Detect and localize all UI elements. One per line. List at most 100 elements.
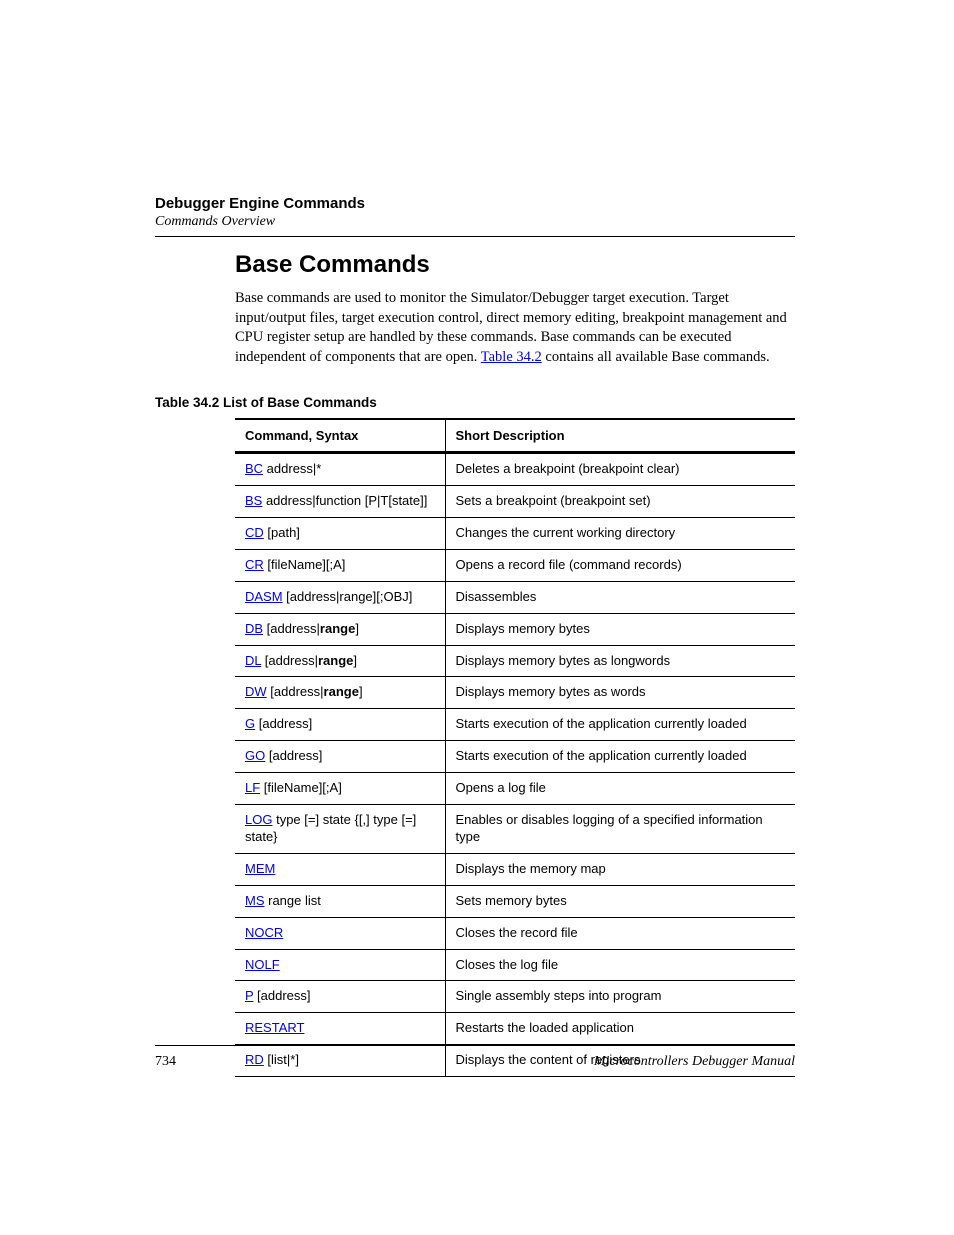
cmd-desc-cell: Opens a log file	[445, 773, 795, 805]
cmd-syntax-rest: [address|	[263, 621, 320, 636]
cmd-desc-cell: Disassembles	[445, 581, 795, 613]
page-content: Debugger Engine Commands Commands Overvi…	[155, 195, 795, 1077]
col-header-syntax: Command, Syntax	[235, 419, 445, 453]
table-row: DASM [address|range][;OBJ]Disassembles	[235, 581, 795, 613]
chapter-title: Debugger Engine Commands	[155, 195, 795, 212]
cmd-link[interactable]: GO	[245, 748, 265, 763]
cmd-syntax-cell: LOG type [=] state {[,] type [=] state}	[235, 805, 445, 854]
cmd-link[interactable]: BC	[245, 461, 263, 476]
commands-table: Command, Syntax Short Description BC add…	[235, 418, 795, 1077]
cmd-desc-cell: Displays memory bytes as words	[445, 677, 795, 709]
cmd-syntax-cell: CR [fileName][;A]	[235, 549, 445, 581]
cmd-link[interactable]: MS	[245, 893, 265, 908]
table-row: MS range listSets memory bytes	[235, 885, 795, 917]
manual-title: Microcontrollers Debugger Manual	[594, 1054, 795, 1070]
cmd-syntax-rest: [fileName][;A]	[260, 780, 342, 795]
cmd-syntax-cell: P [address]	[235, 981, 445, 1013]
cmd-link[interactable]: DB	[245, 621, 263, 636]
cmd-desc-cell: Enables or disables logging of a specifi…	[445, 805, 795, 854]
cmd-syntax-cell: RESTART	[235, 1013, 445, 1045]
cmd-link[interactable]: LOG	[245, 812, 272, 827]
cmd-syntax-cell: GO [address]	[235, 741, 445, 773]
cmd-link[interactable]: DL	[245, 653, 261, 668]
cmd-link[interactable]: BS	[245, 493, 262, 508]
cmd-syntax-cell: BC address|*	[235, 453, 445, 486]
cmd-syntax-rest: [address]	[253, 988, 310, 1003]
cmd-syntax-after: ]	[359, 684, 363, 699]
cmd-syntax-cell: NOCR	[235, 917, 445, 949]
cmd-syntax-bold: range	[318, 653, 353, 668]
table-row: RESTART Restarts the loaded application	[235, 1013, 795, 1045]
cmd-link[interactable]: MEM	[245, 861, 275, 876]
cmd-desc-cell: Restarts the loaded application	[445, 1013, 795, 1045]
table-row: MEM Displays the memory map	[235, 853, 795, 885]
cmd-syntax-cell: DW [address|range]	[235, 677, 445, 709]
cmd-syntax-cell: LF [fileName][;A]	[235, 773, 445, 805]
table-row: NOLF Closes the log file	[235, 949, 795, 981]
cmd-syntax-rest: [address|	[267, 684, 324, 699]
cmd-syntax-cell: NOLF	[235, 949, 445, 981]
table-row: CD [path]Changes the current working dir…	[235, 518, 795, 550]
para-post: contains all available Base commands.	[542, 349, 770, 365]
cmd-link[interactable]: CD	[245, 525, 264, 540]
cmd-syntax-rest: address|*	[263, 461, 321, 476]
table-row: BS address|function [P|T[state]]Sets a b…	[235, 486, 795, 518]
table-row: NOCR Closes the record file	[235, 917, 795, 949]
table-caption: Table 34.2 List of Base Commands	[155, 395, 795, 410]
cmd-syntax-bold: range	[320, 621, 355, 636]
cmd-syntax-rest: [fileName][;A]	[264, 557, 346, 572]
table-row: G [address]Starts execution of the appli…	[235, 709, 795, 741]
cmd-syntax-after: ]	[355, 621, 359, 636]
cmd-desc-cell: Changes the current working directory	[445, 518, 795, 550]
cmd-syntax-rest: address|function [P|T[state]]	[262, 493, 427, 508]
table-row: GO [address]Starts execution of the appl…	[235, 741, 795, 773]
cmd-syntax-cell: G [address]	[235, 709, 445, 741]
cmd-syntax-after: ]	[353, 653, 357, 668]
table-row: CR [fileName][;A]Opens a record file (co…	[235, 549, 795, 581]
cmd-syntax-cell: DASM [address|range][;OBJ]	[235, 581, 445, 613]
cmd-desc-cell: Sets memory bytes	[445, 885, 795, 917]
cmd-syntax-rest: [path]	[264, 525, 300, 540]
cmd-desc-cell: Sets a breakpoint (breakpoint set)	[445, 486, 795, 518]
cmd-link[interactable]: CR	[245, 557, 264, 572]
table-row: DW [address|range]Displays memory bytes …	[235, 677, 795, 709]
cmd-syntax-rest: [address|	[261, 653, 318, 668]
cmd-desc-cell: Opens a record file (command records)	[445, 549, 795, 581]
page-number: 734	[155, 1054, 176, 1070]
cmd-link[interactable]: G	[245, 716, 255, 731]
cmd-syntax-bold: range	[324, 684, 359, 699]
cmd-syntax-cell: CD [path]	[235, 518, 445, 550]
section-heading: Base Commands	[235, 251, 795, 279]
cmd-syntax-cell: BS address|function [P|T[state]]	[235, 486, 445, 518]
cmd-link[interactable]: NOCR	[245, 925, 283, 940]
cmd-link[interactable]: DASM	[245, 589, 283, 604]
cmd-link[interactable]: NOLF	[245, 957, 280, 972]
cmd-desc-cell: Deletes a breakpoint (breakpoint clear)	[445, 453, 795, 486]
cmd-link[interactable]: DW	[245, 684, 267, 699]
cmd-desc-cell: Closes the record file	[445, 917, 795, 949]
table-ref-link[interactable]: Table 34.2	[481, 349, 542, 365]
cmd-desc-cell: Starts execution of the application curr…	[445, 741, 795, 773]
cmd-syntax-rest: [address]	[265, 748, 322, 763]
cmd-desc-cell: Displays the memory map	[445, 853, 795, 885]
cmd-syntax-rest: range list	[265, 893, 321, 908]
cmd-desc-cell: Displays memory bytes as longwords	[445, 645, 795, 677]
cmd-link[interactable]: LF	[245, 780, 260, 795]
intro-paragraph: Base commands are used to monitor the Si…	[235, 289, 795, 367]
cmd-desc-cell: Closes the log file	[445, 949, 795, 981]
page-footer: 734 Microcontrollers Debugger Manual	[155, 1045, 795, 1070]
cmd-syntax-rest: [address]	[255, 716, 312, 731]
cmd-syntax-rest: [address|range][;OBJ]	[283, 589, 413, 604]
col-header-desc: Short Description	[445, 419, 795, 453]
cmd-syntax-cell: MS range list	[235, 885, 445, 917]
table-row: LF [fileName][;A]Opens a log file	[235, 773, 795, 805]
header-rule	[155, 236, 795, 237]
table-header-row: Command, Syntax Short Description	[235, 419, 795, 453]
table-row: DL [address|range]Displays memory bytes …	[235, 645, 795, 677]
cmd-link[interactable]: RESTART	[245, 1020, 304, 1035]
cmd-syntax-cell: DL [address|range]	[235, 645, 445, 677]
section-subtitle: Commands Overview	[155, 214, 795, 230]
cmd-desc-cell: Displays memory bytes	[445, 613, 795, 645]
table-row: DB [address|range] Displays memory bytes	[235, 613, 795, 645]
cmd-desc-cell: Starts execution of the application curr…	[445, 709, 795, 741]
